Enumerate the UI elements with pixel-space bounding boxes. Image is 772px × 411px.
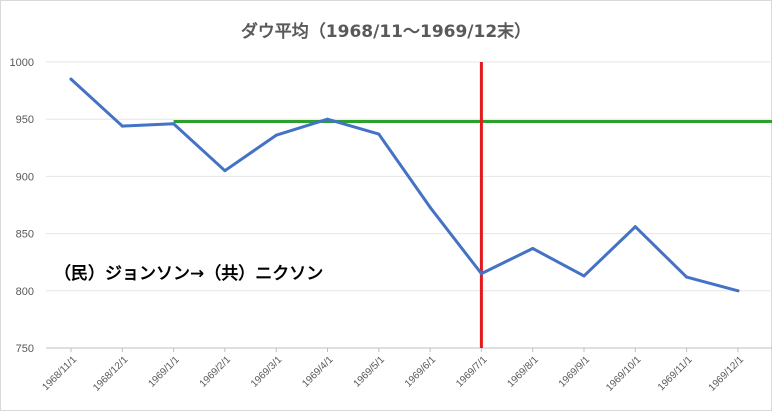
y-tick-label: 750 — [16, 343, 34, 355]
data-point — [275, 134, 278, 137]
chart-title: ダウ平均（1968/11～1969/12末） — [241, 21, 531, 42]
y-tick-label: 1000 — [10, 57, 34, 69]
data-point — [172, 122, 175, 125]
data-point — [531, 247, 534, 250]
data-point — [70, 78, 73, 81]
data-point — [326, 118, 329, 121]
data-point — [685, 276, 688, 279]
y-tick-label: 900 — [16, 171, 34, 183]
y-tick-label: 950 — [16, 114, 34, 126]
data-point — [429, 206, 432, 209]
data-point — [121, 125, 124, 128]
data-point — [736, 289, 739, 292]
y-tick-label: 850 — [16, 229, 34, 241]
chart-annotation: （民）ジョンソン→（共）ニクソン — [54, 263, 323, 284]
data-point — [480, 272, 483, 275]
data-point — [634, 225, 637, 228]
data-point — [377, 133, 380, 136]
data-point — [583, 274, 586, 277]
data-point — [223, 169, 226, 172]
y-tick-label: 800 — [16, 286, 34, 298]
